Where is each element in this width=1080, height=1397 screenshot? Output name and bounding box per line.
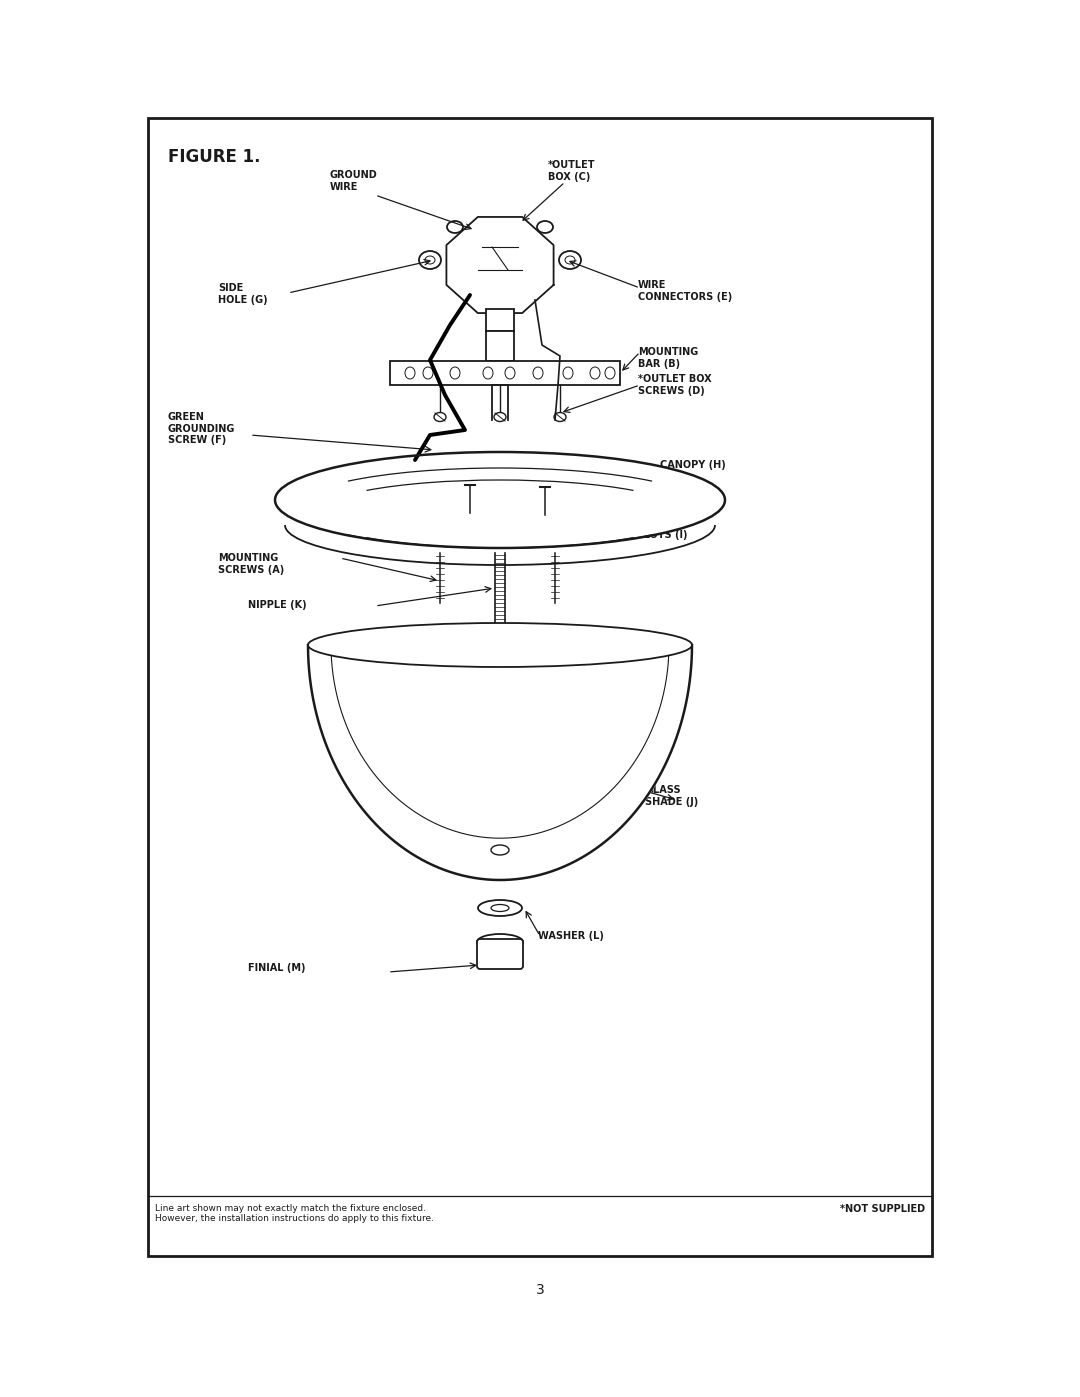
Ellipse shape: [494, 412, 507, 422]
Text: NIPPLE (K): NIPPLE (K): [248, 599, 307, 610]
Ellipse shape: [563, 367, 573, 379]
Text: SIDE
HOLE (G): SIDE HOLE (G): [218, 284, 268, 305]
Bar: [486, 331, 514, 360]
Ellipse shape: [477, 935, 523, 950]
Ellipse shape: [491, 845, 509, 855]
Ellipse shape: [565, 256, 575, 264]
Ellipse shape: [537, 221, 553, 233]
Text: FINIAL (M): FINIAL (M): [248, 963, 306, 972]
Ellipse shape: [483, 367, 492, 379]
Ellipse shape: [534, 367, 543, 379]
Text: *OUTLET BOX
SCREWS (D): *OUTLET BOX SCREWS (D): [638, 374, 712, 395]
Ellipse shape: [405, 367, 415, 379]
Ellipse shape: [478, 900, 522, 916]
Text: *NOT SUPPLIED: *NOT SUPPLIED: [840, 1204, 924, 1214]
Text: GROUND
WIRE: GROUND WIRE: [330, 170, 378, 191]
Text: CANOPY (H): CANOPY (H): [660, 460, 726, 469]
Ellipse shape: [434, 412, 446, 422]
Bar: [148, 117, 932, 1256]
Ellipse shape: [426, 256, 435, 264]
Text: MOUNTING
SCREWS (A): MOUNTING SCREWS (A): [218, 553, 284, 574]
Text: *OUTLET
BOX (C): *OUTLET BOX (C): [548, 161, 595, 182]
Text: MOUNTING
BAR (B): MOUNTING BAR (B): [638, 346, 699, 369]
Bar: [390, 360, 620, 386]
Text: WIRE
CONNECTORS (E): WIRE CONNECTORS (E): [638, 279, 732, 302]
Ellipse shape: [308, 623, 692, 666]
Ellipse shape: [419, 251, 441, 270]
Ellipse shape: [275, 453, 725, 548]
Bar: [486, 309, 514, 331]
Ellipse shape: [423, 367, 433, 379]
Text: WASHER (L): WASHER (L): [538, 930, 604, 942]
Text: 3: 3: [536, 1282, 544, 1296]
Text: GREEN
GROUNDING
SCREW (F): GREEN GROUNDING SCREW (F): [168, 412, 235, 446]
Ellipse shape: [505, 367, 515, 379]
Text: GLASS
SHADE (J): GLASS SHADE (J): [645, 785, 699, 806]
Ellipse shape: [559, 251, 581, 270]
Ellipse shape: [447, 221, 463, 233]
Text: FIGURE 1.: FIGURE 1.: [168, 148, 260, 166]
Ellipse shape: [554, 412, 566, 422]
Ellipse shape: [605, 367, 615, 379]
Ellipse shape: [590, 367, 600, 379]
Text: Line art shown may not exactly match the fixture enclosed.
However, the installa: Line art shown may not exactly match the…: [156, 1204, 434, 1224]
FancyBboxPatch shape: [477, 939, 523, 970]
Ellipse shape: [491, 904, 509, 911]
Ellipse shape: [450, 367, 460, 379]
Text: KEY SLOTS (I): KEY SLOTS (I): [612, 529, 688, 541]
